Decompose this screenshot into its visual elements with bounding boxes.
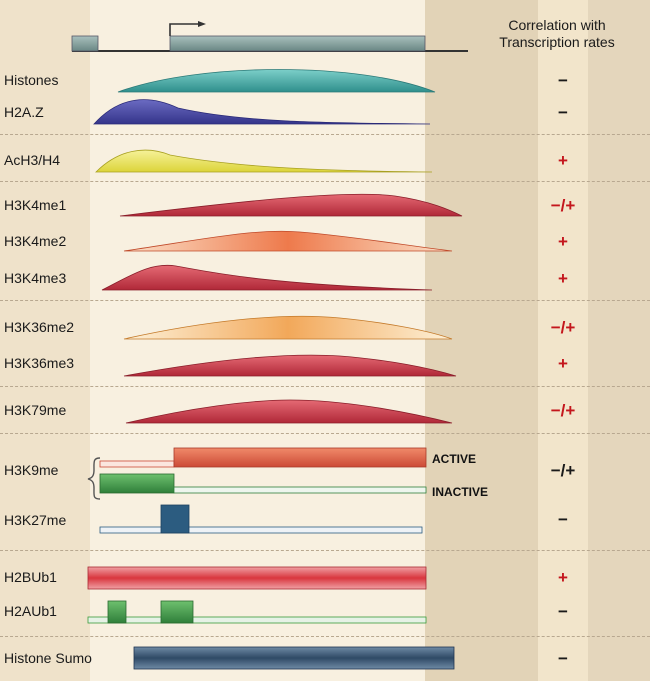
correlation-h2aub1: − (558, 602, 568, 621)
correlation-header: Correlation with Transcription rates (472, 17, 642, 51)
group-divider (0, 134, 650, 135)
row-label-h3k79me: H3K79me (4, 402, 67, 418)
h3k9me-active-label: ACTIVE (432, 452, 477, 466)
background-correlation-band (538, 0, 588, 681)
correlation-h3k79me: −/+ (550, 401, 576, 420)
correlation-h3k4me3: + (558, 269, 568, 288)
correlation-h2bub1: + (558, 568, 568, 587)
row-label-h3k36me3: H3K36me3 (4, 355, 75, 371)
row-label-h3k27me: H3K27me (4, 512, 67, 528)
background-right-band (588, 0, 650, 681)
correlation-header-line2: Transcription rates (499, 34, 615, 50)
correlation-histone-sumo: − (558, 649, 568, 668)
h3k4me3-profile (101, 264, 433, 291)
transcription-start-arrowhead (198, 21, 206, 27)
h3k4me1-profile (119, 193, 463, 217)
h3k4me2-profile (123, 230, 453, 252)
correlation-histones: − (558, 71, 568, 90)
row-label-h3k4me1: H3K4me1 (4, 197, 67, 213)
h3k9me-inactive-block (99, 473, 175, 494)
correlation-h3k36me2: −/+ (550, 318, 576, 337)
row-label-acetylation: AcH3/H4 (4, 152, 61, 168)
group-divider (0, 300, 650, 301)
h3k36me2-profile (123, 315, 453, 340)
row-label-h3k36me2: H3K36me2 (4, 319, 75, 335)
row-label-h2aub1: H2AUb1 (4, 603, 57, 619)
upstream-exon (71, 35, 99, 52)
correlation-h3k36me3: + (558, 354, 568, 373)
h3k79me-profile (125, 399, 453, 424)
group-divider (0, 636, 650, 637)
background-left-band (0, 0, 90, 681)
row-label-h2bub1: H2BUb1 (4, 569, 57, 585)
group-divider (0, 550, 650, 551)
row-label-h2az: H2A.Z (4, 104, 44, 120)
h3k9me-active-baseline (99, 460, 175, 468)
correlation-header-line1: Correlation with (508, 17, 606, 33)
correlation-h3k27me: − (558, 510, 568, 529)
group-divider (0, 386, 650, 387)
group-divider (0, 433, 650, 434)
h2aub1-peak-1 (107, 600, 127, 624)
row-label-h3k4me3: H3K4me3 (4, 270, 67, 286)
h2aub1-peak-2 (160, 600, 194, 624)
correlation-h3k4me1: −/+ (550, 196, 576, 215)
h3k9me-brace (87, 457, 101, 500)
row-label-histone-sumo: Histone Sumo (4, 650, 92, 666)
h2bub1-bar (87, 566, 427, 590)
background-downstream-band (425, 0, 538, 681)
correlation-h3k4me2: + (558, 232, 568, 251)
histones-profile (117, 69, 436, 93)
histone-sumo-bar (133, 646, 455, 670)
h2aub1-baseline (87, 616, 427, 624)
h3k9me-active-block (173, 447, 427, 468)
group-divider (0, 181, 650, 182)
transcription-start-arrow (169, 23, 200, 36)
row-label-histones: Histones (4, 72, 59, 88)
acetylation-profile (95, 149, 433, 173)
gene-body (169, 35, 426, 52)
h3k36me3-profile (123, 354, 457, 377)
h3k27me-peak (160, 504, 190, 534)
h3k27me-baseline (99, 526, 423, 534)
row-label-h3k4me2: H3K4me2 (4, 233, 67, 249)
correlation-acetylation: + (558, 151, 568, 170)
h2az-profile (93, 99, 431, 125)
h3k9me-inactive-label: INACTIVE (432, 485, 489, 499)
h3k9me-inactive-baseline (173, 486, 427, 494)
row-label-h3k9me: H3K9me (4, 462, 59, 478)
correlation-h3k9me: −/+ (550, 461, 576, 480)
correlation-h2az: − (558, 103, 568, 122)
